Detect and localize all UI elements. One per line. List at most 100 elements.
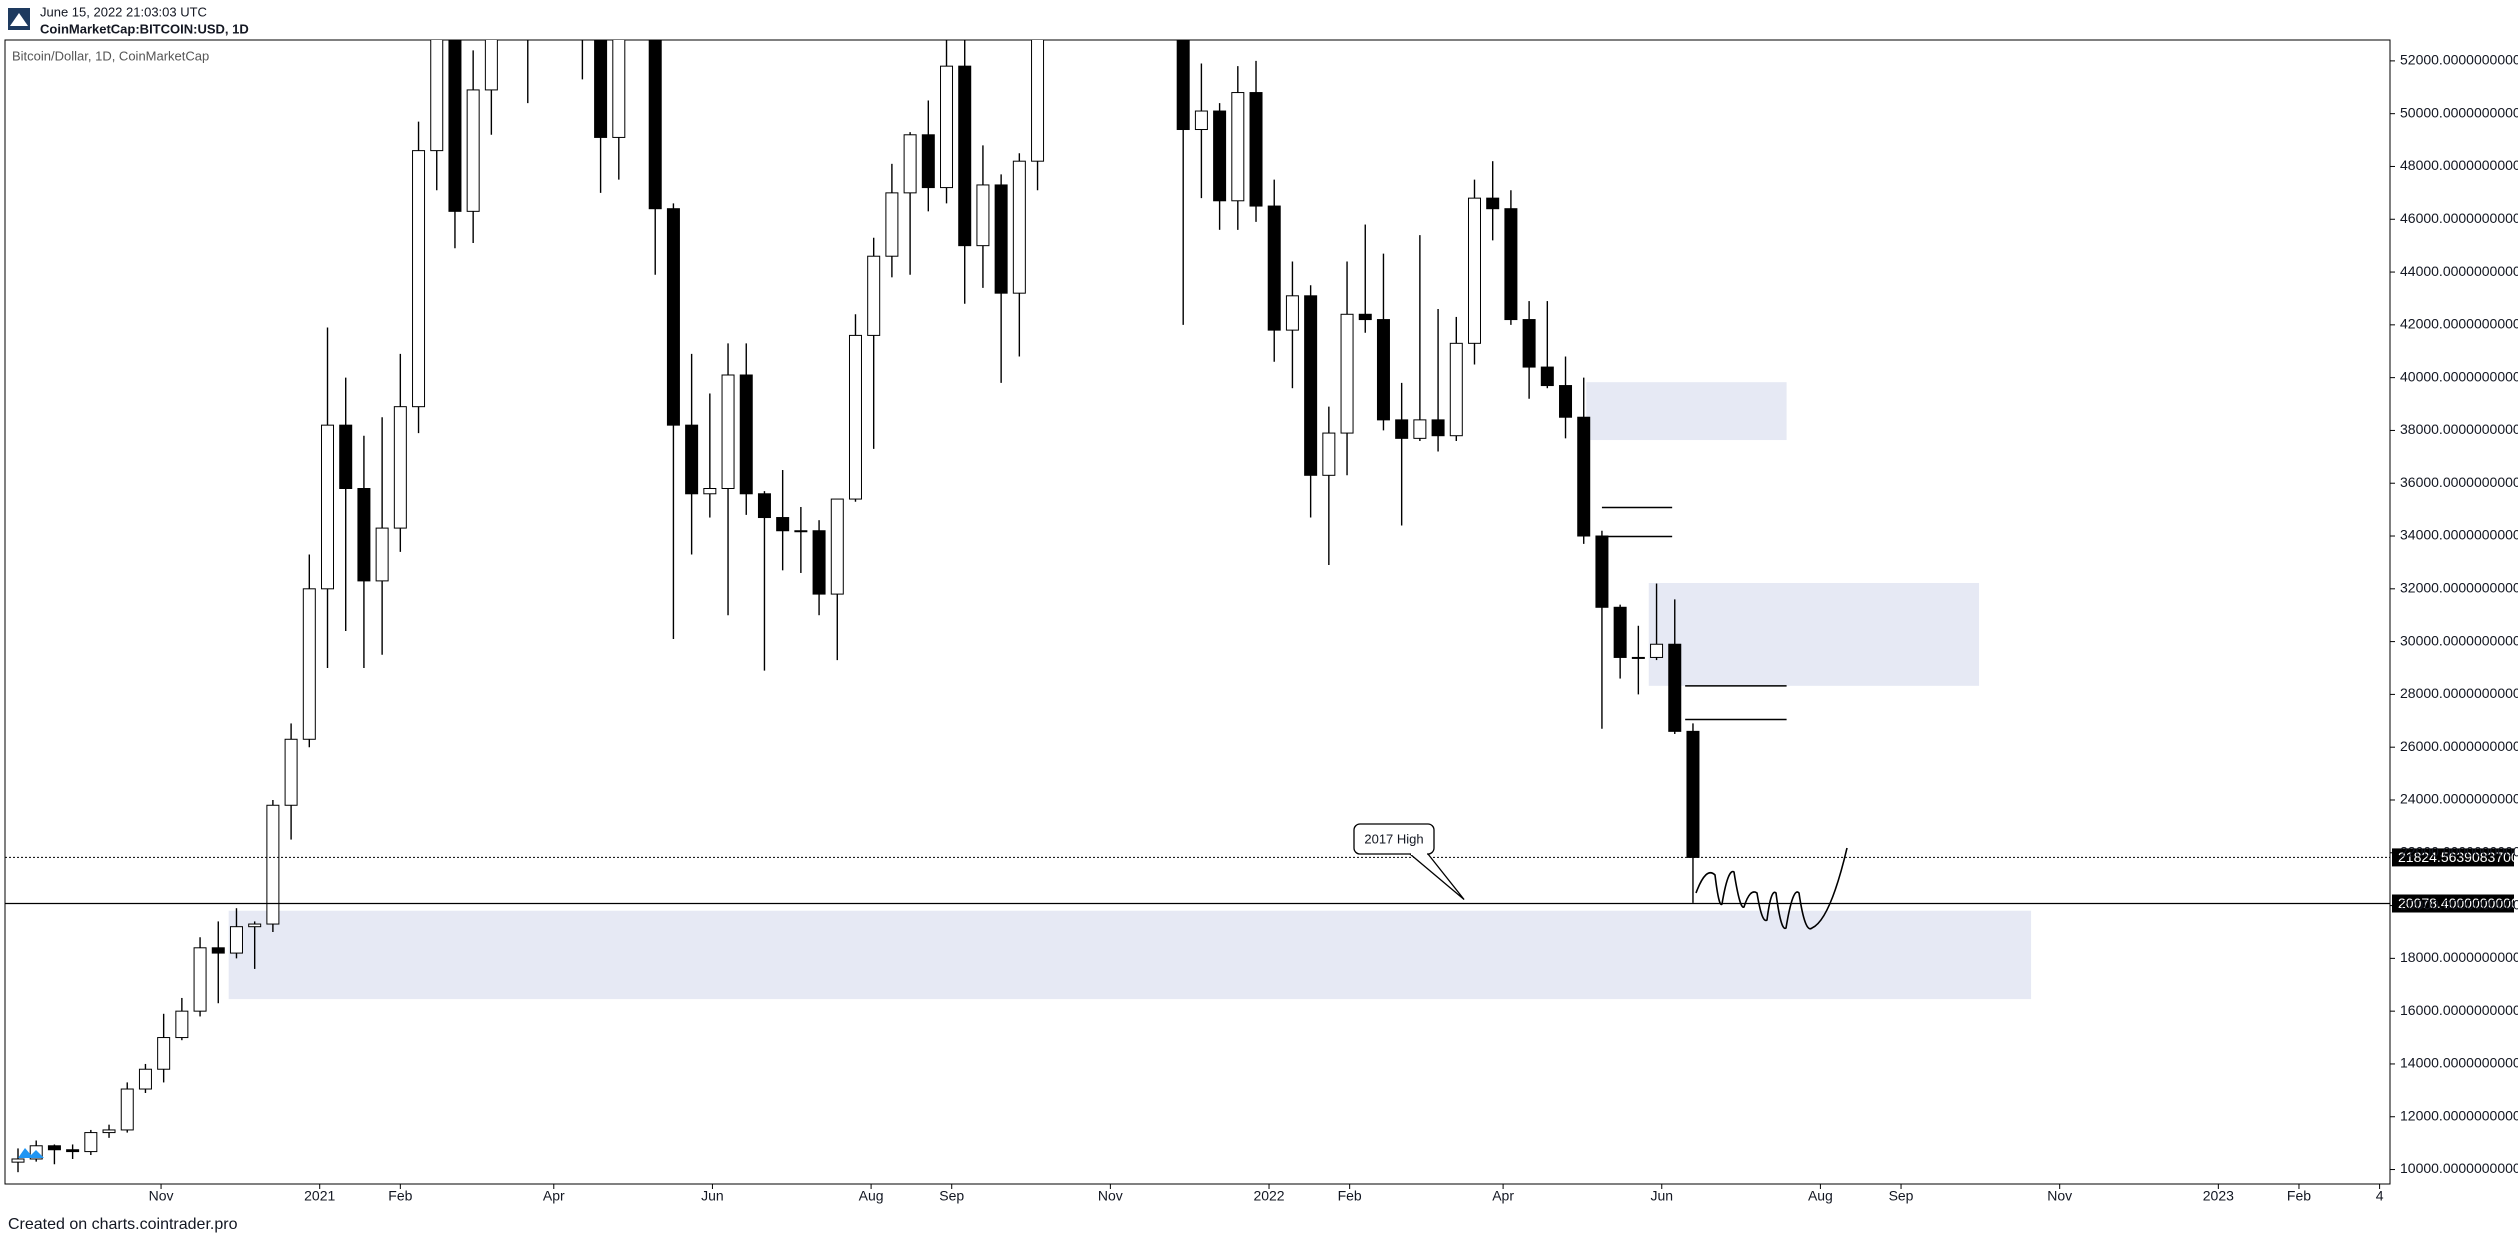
candle-body	[229, 926, 243, 954]
candle-body	[648, 40, 662, 210]
zone	[1586, 382, 1787, 441]
candle-body	[66, 1149, 80, 1153]
candle-body	[1449, 342, 1463, 437]
x-tick-label: Jun	[1650, 1188, 1673, 1204]
candle-body	[339, 424, 353, 490]
y-tick-label: 24000.0000000000	[2400, 791, 2518, 807]
y-tick-label: 46000.0000000000	[2400, 210, 2518, 226]
y-tick-label: 36000.0000000000	[2400, 474, 2518, 490]
x-tick-label: Jun	[701, 1188, 724, 1204]
y-tick-label: 34000.0000000000	[2400, 527, 2518, 543]
x-tick-label: Aug	[859, 1188, 884, 1204]
y-tick-label: 22000.0000000000	[2400, 843, 2518, 859]
candle-body	[976, 184, 990, 247]
candle-body	[1031, 40, 1045, 162]
x-tick-label: Apr	[1492, 1188, 1514, 1204]
candle-body	[757, 493, 771, 519]
x-tick-label: Nov	[149, 1188, 174, 1204]
y-tick-label: 10000.0000000000	[2400, 1160, 2518, 1176]
x-tick-label: Apr	[543, 1188, 565, 1204]
y-tick-label: 12000.0000000000	[2400, 1107, 2518, 1123]
y-tick-label: 30000.0000000000	[2400, 632, 2518, 648]
candle-body	[84, 1132, 98, 1153]
chart-title: Bitcoin/Dollar, 1D, CoinMarketCap	[12, 48, 209, 63]
plot-frame	[4, 39, 2391, 1185]
annotation-pointer	[1409, 853, 1465, 900]
annotation-text: 2017 High	[1364, 831, 1423, 846]
candle-body	[47, 1145, 61, 1151]
candle-body	[211, 947, 225, 954]
candle-body	[721, 374, 735, 490]
candle-body	[193, 947, 207, 1012]
candle-body	[302, 588, 316, 740]
candle-body	[1012, 160, 1026, 294]
x-tick-label: Nov	[1098, 1188, 1123, 1204]
candle-body	[1213, 110, 1227, 202]
overlay: 21824.5639083700 20078.4000000000 2017 Hig…	[5, 506, 2518, 913]
candle-body	[1650, 643, 1664, 658]
candle-body	[1431, 419, 1445, 437]
candle-body	[375, 527, 389, 582]
y-tick-label: 38000.0000000000	[2400, 421, 2518, 437]
projection-path	[1695, 847, 1848, 930]
candle-body	[612, 40, 626, 138]
candle-body	[430, 40, 444, 152]
candle-body	[940, 65, 954, 189]
y-tick-label: 16000.0000000000	[2400, 1002, 2518, 1018]
candle-body	[1467, 197, 1481, 344]
x-tick-label: Aug	[1808, 1188, 1833, 1204]
price-label-box	[2392, 894, 2514, 913]
header-logo	[8, 8, 30, 30]
candle-body	[812, 530, 826, 595]
candle-body	[848, 334, 862, 500]
x-tick-label: 2022	[1253, 1188, 1284, 1204]
price-label: 21824.5639083700	[2398, 849, 2518, 865]
candle-body	[1413, 419, 1427, 439]
candle-body	[1176, 40, 1190, 131]
y-tick-label: 50000.0000000000	[2400, 104, 2518, 120]
candle-body	[1267, 205, 1281, 331]
candle-body	[885, 192, 899, 257]
candles	[11, 40, 1700, 1173]
candle-body	[1686, 730, 1700, 858]
candle-body	[1595, 535, 1609, 608]
y-tick-label: 40000.0000000000	[2400, 368, 2518, 384]
candle-body	[393, 406, 407, 529]
x-tick-label: Feb	[388, 1188, 412, 1204]
candle-body	[1249, 92, 1263, 207]
candle-body	[266, 804, 280, 925]
candle-body	[175, 1010, 189, 1039]
price-label-box	[2392, 848, 2514, 867]
y-tick-label: 32000.0000000000	[2400, 580, 2518, 596]
candle-body	[1231, 92, 1245, 202]
candle-body	[1376, 319, 1390, 421]
tradingview-logo	[18, 1148, 44, 1158]
candle-body	[921, 134, 935, 189]
candle-body	[794, 530, 808, 533]
y-tick-label: 52000.0000000000	[2400, 52, 2518, 68]
y-tick-label: 18000.0000000000	[2400, 949, 2518, 965]
candle-body	[11, 1158, 25, 1163]
candle-body	[1486, 197, 1500, 210]
x-tick-label: Nov	[2047, 1188, 2072, 1204]
header-timestamp: June 15, 2022 21:03:03 UTC	[40, 4, 207, 19]
candle-body	[321, 424, 335, 590]
candle-body	[1668, 643, 1682, 732]
candle-body	[830, 498, 844, 595]
candle-body	[1577, 416, 1591, 537]
candle-body	[594, 40, 608, 138]
candle-body	[994, 184, 1008, 294]
candle-body	[1522, 319, 1536, 368]
candle-body	[903, 134, 917, 194]
candle-body	[1395, 419, 1409, 439]
x-tick-label: 2021	[304, 1188, 335, 1204]
candle-body	[776, 517, 790, 532]
candle-body	[1285, 295, 1299, 331]
zones	[228, 382, 2032, 1000]
x-tick-label: Feb	[2287, 1188, 2311, 1204]
candle-body	[685, 424, 699, 495]
candle-body	[484, 40, 498, 91]
y-tick-label: 20000.0000000000	[2400, 896, 2518, 912]
candle-body	[958, 65, 972, 247]
